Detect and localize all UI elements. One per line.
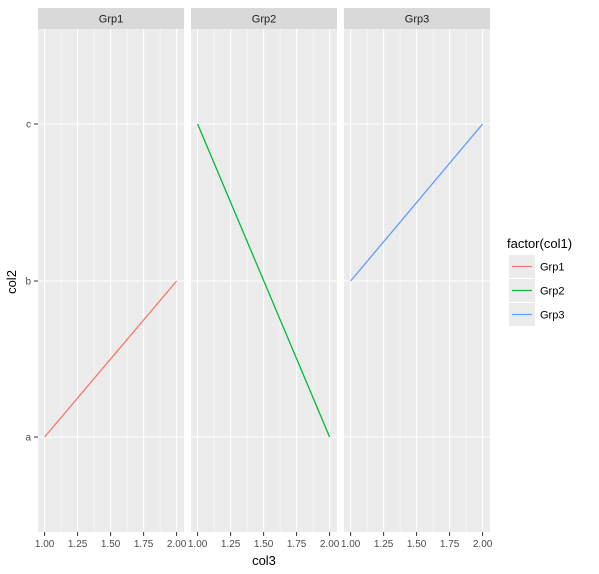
x-tick-label: 1.25 [68, 539, 88, 550]
series-line-grp2 [197, 123, 331, 438]
y-axis: a b c [25, 120, 38, 444]
x-tick-label: 1.50 [101, 539, 121, 550]
x-tick-label: 2.00 [473, 539, 493, 550]
x-tick-label: 1.00 [341, 539, 361, 550]
facet-panel: Grp2 1.00 1.25 1.50 1.75 2.00 [188, 8, 340, 550]
y-tick-label: b [25, 277, 31, 288]
x-tick-label: 1.75 [440, 539, 460, 550]
legend-entry: Grp3 [509, 303, 564, 326]
facet-strip [191, 8, 337, 29]
y-tick-label: c [26, 120, 31, 131]
legend-label: Grp3 [540, 310, 564, 322]
legend-label: Grp2 [540, 286, 564, 298]
facet-panel: Grp1 1.00 1.25 1.50 1.75 2.00 [35, 8, 187, 550]
x-axis-title: col3 [252, 553, 276, 568]
legend: factor(col1) Grp1 Grp2 Grp3 [507, 236, 572, 326]
legend-entry: Grp2 [509, 279, 564, 302]
x-tick-label: 1.25 [221, 539, 241, 550]
x-tick-label: 1.50 [407, 539, 427, 550]
x-tick-label: 2.00 [167, 539, 187, 550]
x-tick-label: 1.50 [254, 539, 274, 550]
facet-strip [38, 8, 184, 29]
x-tick-label: 1.00 [35, 539, 55, 550]
facet-strip [344, 8, 490, 29]
facet-panel: Grp3 1.00 1.25 1.50 1.75 2.00 [341, 8, 493, 550]
legend-label: Grp1 [540, 262, 564, 274]
series-line-grp3 [350, 123, 484, 282]
x-tick-label: 1.75 [287, 539, 307, 550]
x-tick-label: 1.25 [374, 539, 394, 550]
y-tick-label: a [25, 433, 31, 444]
x-tick-label: 1.75 [134, 539, 154, 550]
x-tick-label: 1.00 [188, 539, 208, 550]
legend-entry: Grp1 [509, 255, 564, 278]
legend-entries: Grp1 Grp2 Grp3 [509, 255, 564, 326]
facet-strip-label: Grp3 [405, 14, 429, 26]
legend-title: factor(col1) [507, 236, 572, 251]
series-line-grp1 [44, 280, 178, 438]
facet-panels: Grp1 1.00 1.25 1.50 1.75 2.00 Grp2 1.00 1.25 1.50… [35, 8, 493, 550]
facet-strip-label: Grp1 [99, 14, 123, 26]
facet-strip-label: Grp2 [252, 14, 276, 26]
x-tick-label: 2.00 [320, 539, 340, 550]
y-axis-title: col2 [4, 270, 19, 294]
